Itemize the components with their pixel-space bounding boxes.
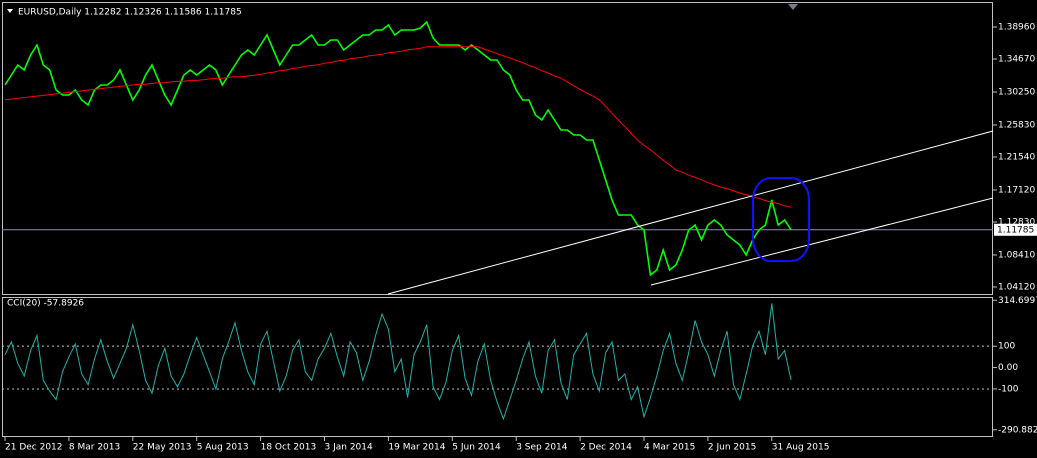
channel-upper (387, 130, 994, 295)
y-tick-label: 1.04120 (998, 282, 1035, 292)
current-price-box (994, 223, 1037, 236)
x-tick-label: 3 Jan 2014 (325, 443, 373, 453)
series-line (4, 20, 792, 277)
indicator-title: CCI(20) -57.8926 (7, 299, 84, 309)
y-tick-label: 1.12830 (998, 217, 1035, 227)
shift-marker (788, 4, 798, 10)
y-tick-label: 1.08410 (998, 250, 1035, 260)
chart-title: EURUSD,Daily 1.12282 1.12326 1.11586 1.1… (18, 8, 242, 18)
x-tick-label: 22 May 2013 (133, 443, 192, 453)
x-tick-label: 21 Dec 2012 (5, 443, 63, 453)
cci-pane-frame (2, 297, 993, 437)
y-tick-label: 1.17120 (998, 185, 1035, 195)
x-tick-label: 18 Oct 2013 (261, 443, 317, 453)
y-tick-label: 1.34670 (998, 55, 1035, 65)
y-tick-label: 314.6997 (998, 296, 1037, 306)
x-tick-label: 2 Jun 2015 (708, 443, 756, 453)
y-tick-label: 1.38960 (998, 22, 1035, 32)
x-tick-label: 5 Aug 2013 (197, 443, 249, 453)
y-tick-label: -100 (998, 384, 1019, 394)
y-tick-label: 100 (998, 342, 1015, 352)
x-tick-label: 4 Mar 2015 (644, 443, 695, 453)
x-tick-label: 31 Aug 2015 (772, 443, 830, 453)
x-tick-label: 2 Dec 2014 (580, 443, 632, 453)
y-tick-label: 1.21540 (998, 152, 1035, 162)
series-line (4, 303, 792, 421)
x-tick-label: 8 Mar 2013 (69, 443, 120, 453)
x-tick-label: 19 Mar 2014 (388, 443, 445, 453)
x-tick-label: 5 Jun 2014 (452, 443, 501, 453)
price-pane-frame (2, 2, 993, 295)
y-tick-label: 1.30250 (998, 87, 1035, 97)
menu-arrow (7, 9, 13, 13)
y-tick-label: 1.25830 (998, 120, 1035, 130)
highlight-ellipse (752, 177, 810, 262)
y-tick-label: 0.00 (998, 363, 1018, 373)
series-line (4, 46, 792, 208)
channel-lower (650, 197, 994, 286)
current-price-label: 1.11785 (997, 225, 1034, 235)
x-tick-label: 3 Sep 2014 (516, 443, 568, 453)
